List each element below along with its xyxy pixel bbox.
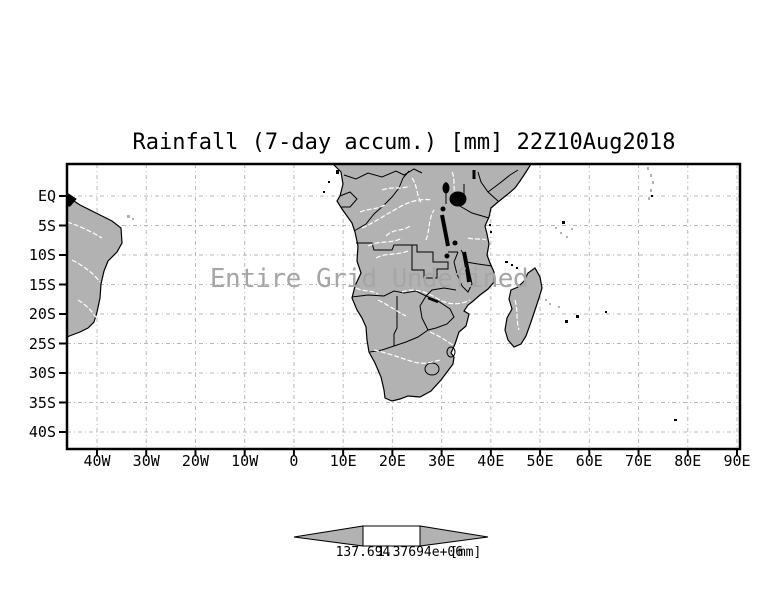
x-axis-tick-label: 20W	[181, 452, 209, 470]
lake-kariba	[427, 296, 439, 304]
seychelles	[562, 221, 565, 224]
colorbar-segment	[362, 525, 421, 547]
plot-frame	[65, 162, 742, 451]
x-axis-tick-label: 80E	[674, 452, 702, 470]
x-axis-tick-label: 60E	[575, 452, 603, 470]
x-axis-tick-label: 30W	[132, 452, 160, 470]
principe-island	[328, 181, 330, 183]
colorbar-right-arrow	[419, 525, 489, 547]
map-layer	[67, 164, 677, 421]
y-axis-tick-label: 10S	[28, 246, 56, 264]
rodrigues	[605, 311, 607, 313]
bioko-island	[336, 170, 339, 174]
amazon-mouth-shading	[67, 192, 77, 207]
x-axis-tick-label: 90E	[723, 452, 751, 470]
colorbar-label-min: 137.694	[335, 545, 391, 560]
lake-victoria	[449, 191, 467, 207]
lakes	[427, 170, 476, 304]
y-axis-tick-label: 20S	[28, 305, 56, 323]
rivers	[67, 171, 520, 364]
colorbar	[293, 525, 489, 547]
fernando-de-noronha	[127, 215, 130, 218]
y-axis-tick-label: 30S	[28, 364, 56, 382]
lesotho-border	[424, 362, 440, 376]
x-axis-tick-label: 20E	[378, 452, 406, 470]
lake-albert	[442, 182, 450, 194]
x-axis-tick-label: 0	[289, 452, 299, 470]
lake-mweru	[444, 253, 450, 259]
axis-ticks	[59, 195, 739, 456]
x-axis-tick-label: 30E	[428, 452, 456, 470]
x-axis-tick-label: 40E	[477, 452, 505, 470]
lake-kivu	[440, 206, 446, 212]
plot-title: Rainfall (7-day accum.) [mm] 22Z10Aug201…	[132, 130, 676, 155]
y-axis-tick-label: 15S	[28, 275, 56, 294]
y-axis-tick-label: 25S	[28, 334, 56, 353]
islands	[127, 167, 677, 421]
x-axis-tick-label: 40W	[83, 452, 111, 470]
x-axis-tick-label: 10W	[231, 452, 259, 470]
maldives-chain	[647, 167, 649, 170]
madagascar-landmass	[504, 267, 543, 348]
colorbar-label-max: 1.37694e+06	[376, 545, 464, 560]
x-axis-tick-label: 10E	[329, 452, 357, 470]
mauritius	[576, 315, 579, 318]
grid-undefined-message: Entire Grid Undefined	[209, 264, 529, 294]
y-axis-tick-label: 5S	[37, 216, 56, 235]
sao-tome-island	[323, 191, 325, 193]
lake-malawi	[462, 251, 471, 283]
x-axis-tick-label: 70E	[624, 452, 653, 470]
country-borders	[339, 168, 519, 376]
y-axis-tick-label: 35S	[28, 393, 56, 412]
lake-rukwa	[452, 240, 458, 246]
y-axis-tick-label: EQ	[37, 187, 56, 205]
africa-landmass	[332, 164, 532, 402]
amsterdam-island	[674, 419, 677, 421]
comoros	[505, 261, 508, 263]
pemba-island	[489, 224, 491, 226]
x-axis-tick-label: 50E	[526, 452, 554, 470]
eswatini-border	[446, 346, 456, 358]
colorbar-left-arrow	[293, 525, 364, 547]
lake-tanganyika	[440, 214, 450, 247]
reunion	[565, 320, 568, 323]
colorbar-units-label: [mm]	[450, 545, 482, 560]
zanzibar-island	[490, 231, 492, 233]
y-axis-tick-label: 40S	[28, 423, 56, 441]
